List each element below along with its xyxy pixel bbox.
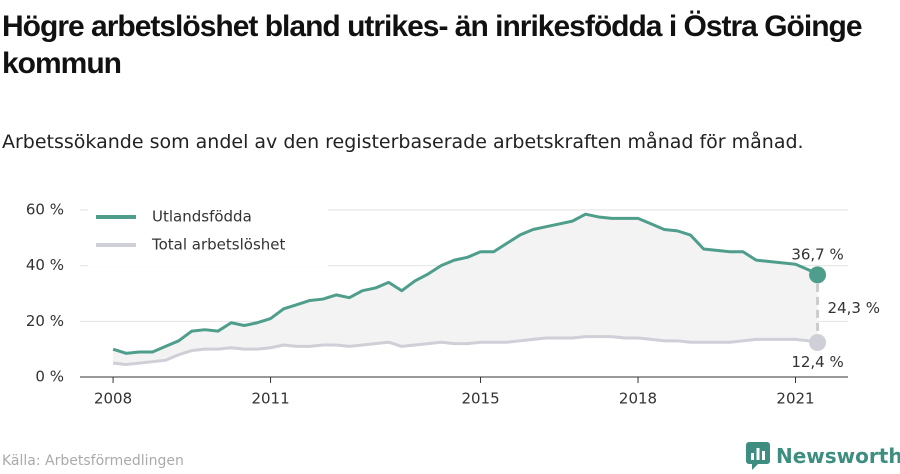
end-point — [809, 266, 827, 284]
source: Källa: Arbetsförmedlingen — [2, 453, 184, 469]
series-line — [112, 335, 818, 366]
y-tick-label: 60 % — [26, 201, 64, 219]
difference-label: 24,3 % — [828, 299, 880, 317]
x-tick-label: 2011 — [251, 390, 289, 408]
chart-title: Högre arbetslöshet bland utrikes- än inr… — [2, 10, 863, 80]
y-tick-label: 20 % — [26, 312, 64, 330]
brand-icon — [746, 442, 770, 470]
legend-label: Utlandsfödda — [152, 208, 252, 226]
end-label: 12,4 % — [791, 353, 843, 371]
legend-label: Total arbetslöshet — [151, 236, 286, 254]
series-line — [112, 212, 819, 355]
brand-name: Newsworthy — [776, 444, 900, 468]
chart-subtitle: Arbetssökande som andel av den registerb… — [2, 131, 804, 153]
x-tick-label: 2018 — [619, 390, 657, 408]
end-point — [809, 333, 827, 351]
end-label: 36,7 % — [791, 245, 843, 263]
x-tick-label: 2008 — [94, 390, 132, 408]
x-tick-label: 2015 — [461, 390, 499, 408]
gap-area — [113, 214, 818, 365]
y-tick-label: 40 % — [26, 256, 64, 274]
y-tick-label: 0 % — [35, 368, 64, 386]
x-tick-label: 2021 — [776, 390, 814, 408]
brand: Newsworthy — [746, 442, 900, 470]
chart: 0 % 20 % 40 % 60 % 2008 2011 2015 2018 2021 24,3 … — [26, 201, 880, 408]
